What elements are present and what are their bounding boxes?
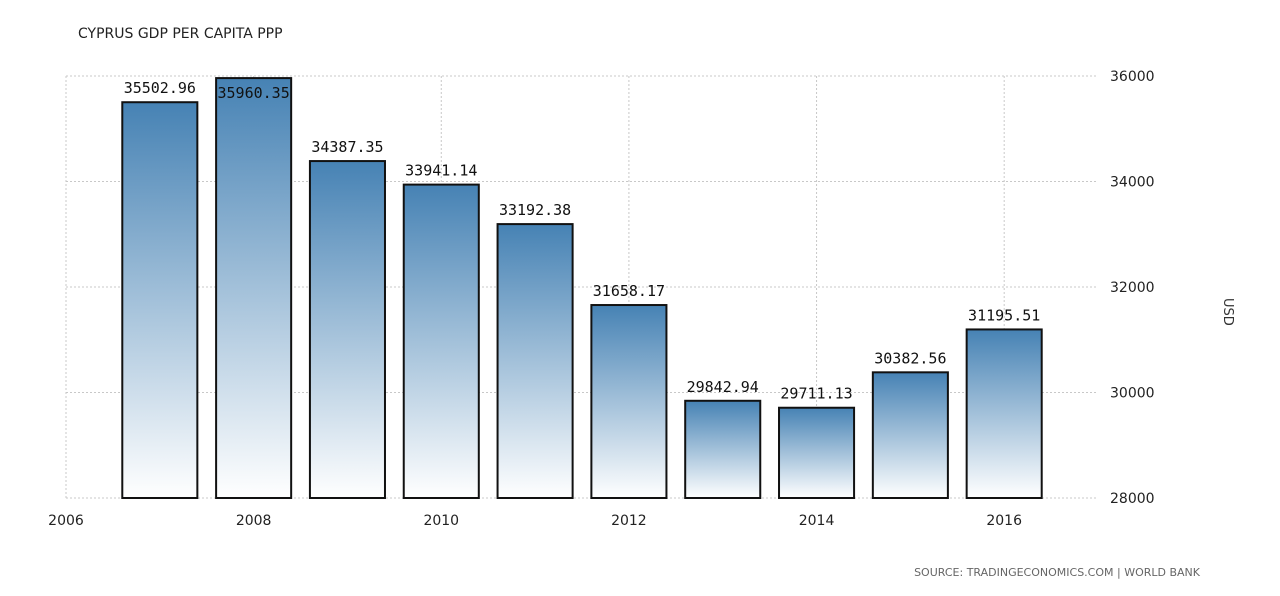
data-label-2014: 29711.13 xyxy=(780,385,852,403)
source-note: SOURCE: TRADINGECONOMICS.COM | WORLD BAN… xyxy=(914,566,1201,579)
bar-2015 xyxy=(871,371,949,499)
bar-2013 xyxy=(684,399,762,499)
bar-2007 xyxy=(121,101,199,499)
x-tick-label: 2012 xyxy=(611,513,647,529)
x-tick-label: 2014 xyxy=(799,513,835,529)
bar-2011 xyxy=(496,223,574,499)
bar-2012 xyxy=(590,304,668,499)
bar-2010 xyxy=(402,183,480,499)
bar-2009 xyxy=(308,160,386,499)
x-tick-label: 2006 xyxy=(48,513,84,529)
x-tick-label: 2008 xyxy=(236,513,272,529)
data-label-2011: 33192.38 xyxy=(499,201,571,219)
y-tick-label: 36000 xyxy=(1110,69,1155,85)
y-tick-label: 30000 xyxy=(1110,386,1155,402)
y-axis-label: USD xyxy=(1220,298,1235,326)
x-tick-label: 2016 xyxy=(986,513,1022,529)
data-labels: 35502.96 35960.35 34387.35 33941.14 33192.38… xyxy=(124,79,1041,403)
data-label-2012: 31658.17 xyxy=(593,282,665,300)
data-label-2010: 33941.14 xyxy=(405,162,477,180)
data-label-2008: 35960.35 xyxy=(218,84,290,102)
data-label-2013: 29842.94 xyxy=(687,378,759,396)
data-label-2007: 35502.96 xyxy=(124,79,196,97)
bar-2016 xyxy=(965,328,1043,500)
y-tick-label: 28000 xyxy=(1110,491,1155,507)
x-tick-label: 2010 xyxy=(423,513,459,529)
y-axis-ticks: 28000 30000 32000 34000 36000 xyxy=(1110,69,1155,507)
bars xyxy=(121,77,1043,500)
data-label-2009: 34387.35 xyxy=(311,138,383,156)
bar-2008 xyxy=(215,77,293,499)
y-tick-label: 32000 xyxy=(1110,280,1155,296)
chart-title: CYPRUS GDP PER CAPITA PPP xyxy=(78,26,283,42)
data-label-2016: 31195.51 xyxy=(968,306,1040,324)
data-label-2015: 30382.56 xyxy=(874,349,946,367)
bar-2014 xyxy=(778,406,856,499)
y-tick-label: 34000 xyxy=(1110,175,1155,191)
x-axis-ticks: 2006 2008 2010 2012 2014 2016 xyxy=(48,513,1022,529)
